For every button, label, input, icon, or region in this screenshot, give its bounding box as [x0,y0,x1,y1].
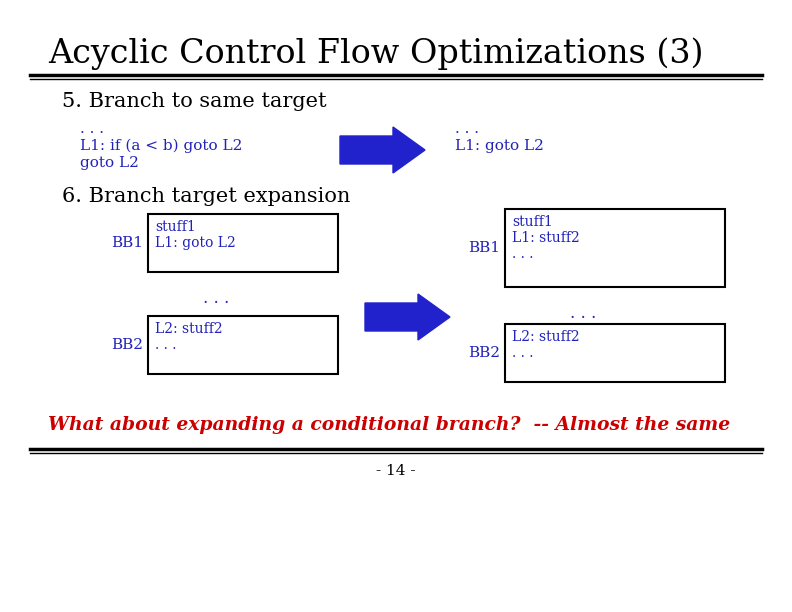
Bar [505,209,725,287]
Bar [148,214,338,272]
Text: L2: stuff2: L2: stuff2 [512,330,580,344]
Text: BB2: BB2 [468,346,500,360]
Text: . . .: . . . [570,305,596,322]
Text: BB2: BB2 [111,338,143,352]
Text: What about expanding a conditional branch?  -- Almost the same: What about expanding a conditional branc… [48,416,730,434]
Bar [148,316,338,374]
Text: L1: stuff2: L1: stuff2 [512,231,580,245]
Bar [505,324,725,382]
FancyArrow shape [365,294,450,340]
Text: . . .: . . . [80,122,104,136]
Text: L1: if (a < b) goto L2: L1: if (a < b) goto L2 [80,139,242,154]
Text: . . .: . . . [203,290,229,307]
Text: stuff1: stuff1 [155,220,196,234]
Text: . . .: . . . [155,338,177,352]
Text: BB1: BB1 [468,241,500,255]
Text: . . .: . . . [455,122,479,136]
Text: BB1: BB1 [111,236,143,250]
Text: L1: goto L2: L1: goto L2 [455,139,544,153]
Text: 6. Branch target expansion: 6. Branch target expansion [62,187,350,206]
Text: stuff1: stuff1 [512,215,553,229]
Text: L2: stuff2: L2: stuff2 [155,322,223,336]
Text: . . .: . . . [512,346,534,360]
Text: 5. Branch to same target: 5. Branch to same target [62,92,326,111]
Text: - 14 -: - 14 - [376,464,416,478]
Text: goto L2: goto L2 [80,156,139,170]
FancyArrow shape [340,127,425,173]
Text: Acyclic Control Flow Optimizations (3): Acyclic Control Flow Optimizations (3) [48,37,703,70]
Text: . . .: . . . [512,247,534,261]
Text: L1: goto L2: L1: goto L2 [155,236,236,250]
